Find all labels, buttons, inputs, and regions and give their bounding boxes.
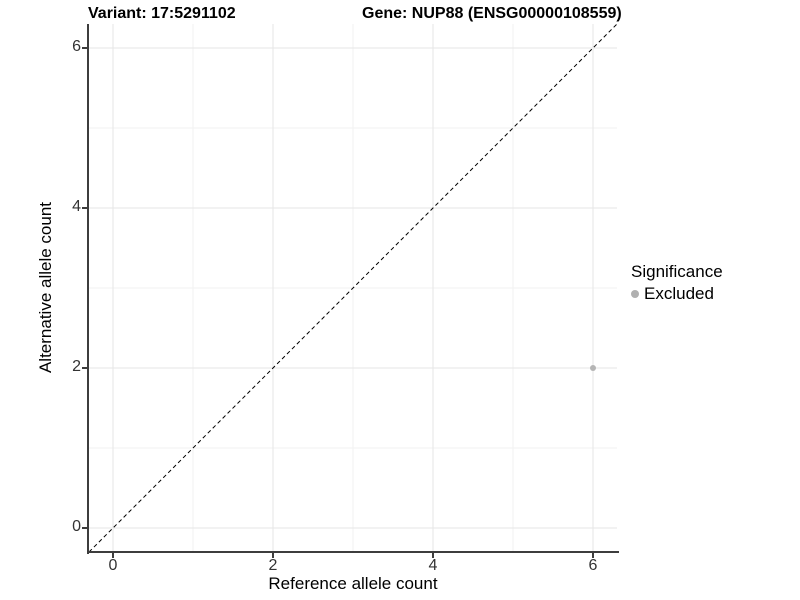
plot-panel [88,23,618,553]
y-tick-mark [82,207,87,209]
legend-item-label: Excluded [644,284,714,303]
y-tick-mark [82,527,87,529]
x-axis-title: Reference allele count [268,574,438,593]
y-axis-line [87,24,89,554]
excluded-point-marker-icon [631,290,639,298]
variant-title: Variant: 17:5291102 [88,5,236,22]
legend: Significance Excluded [631,262,723,304]
x-tick-mark [592,553,594,558]
x-tick-label: 4 [428,557,438,574]
x-tick-label: 6 [588,557,598,574]
scatter-plot-canvas [88,23,618,553]
x-tick-mark [272,553,274,558]
y-tick-mark [82,367,87,369]
x-tick-mark [432,553,434,558]
x-axis-line [87,551,619,553]
x-tick-label: 0 [108,557,118,574]
x-tick-mark [112,553,114,558]
y-tick-label: 6 [72,38,81,55]
y-tick-label: 4 [72,198,81,215]
legend-item-excluded: Excluded [631,284,723,304]
gene-title: Gene: NUP88 (ENSG00000108559) [362,5,622,22]
y-tick-label: 2 [72,358,81,375]
y-axis-title-text: Alternative allele count [36,202,55,374]
legend-title: Significance [631,262,723,281]
y-axis-title: Alternative allele count [36,24,56,552]
x-tick-label: 2 [268,557,278,574]
y-tick-mark [82,47,87,49]
y-tick-label: 0 [72,518,81,535]
